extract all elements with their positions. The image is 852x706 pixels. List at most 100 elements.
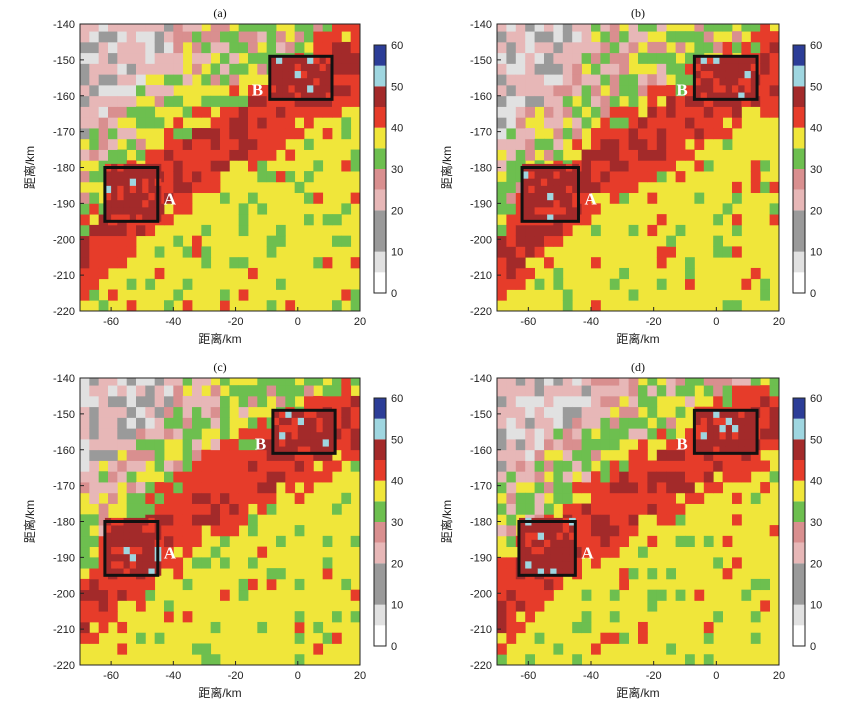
reflectivity-cell <box>182 535 193 548</box>
reflectivity-cell <box>769 378 779 386</box>
reflectivity-cell <box>534 406 545 418</box>
reflectivity-cell <box>553 84 564 97</box>
reflectivity-cell <box>272 431 280 440</box>
x-tick-label: -20 <box>646 316 662 328</box>
reflectivity-cell <box>534 235 545 247</box>
reflectivity-cell <box>117 84 128 97</box>
reflectivity-cell <box>304 171 314 183</box>
reflectivity-cell <box>313 643 324 655</box>
reflectivity-cell <box>656 214 667 226</box>
reflectivity-cell <box>506 24 517 32</box>
reflectivity-cell <box>350 31 360 43</box>
reflectivity-cell <box>220 300 230 311</box>
reflectivity-cell <box>164 406 174 418</box>
reflectivity-cell <box>738 438 745 447</box>
reflectivity-cell <box>544 532 551 540</box>
reflectivity-cell <box>257 106 268 118</box>
reflectivity-cell <box>319 84 327 93</box>
reflectivity-cell <box>713 63 720 72</box>
reflectivity-cell <box>550 532 557 540</box>
reflectivity-cell <box>544 503 554 515</box>
reflectivity-cell <box>666 84 676 97</box>
reflectivity-cell <box>192 149 202 161</box>
reflectivity-cell <box>609 95 620 107</box>
reflectivity-cell <box>276 171 286 183</box>
reflectivity-cell <box>117 428 128 440</box>
reflectivity-cell <box>316 410 324 418</box>
reflectivity-cell <box>750 84 758 93</box>
reflectivity-cell <box>700 84 708 93</box>
reflectivity-cell <box>276 117 286 129</box>
reflectivity-cell <box>89 492 100 504</box>
reflectivity-cell <box>553 106 564 118</box>
reflectivity-cell <box>117 106 128 118</box>
reflectivity-cell <box>700 417 708 426</box>
reflectivity-cell <box>700 446 708 454</box>
reflectivity-cell <box>675 117 686 129</box>
reflectivity-cell <box>744 438 752 447</box>
reflectivity-cell <box>760 160 770 172</box>
reflectivity-cell <box>136 578 146 591</box>
reflectivity-cell <box>719 410 727 418</box>
reflectivity-cell <box>666 235 676 247</box>
reflectivity-cell <box>126 128 137 140</box>
reflectivity-cell <box>666 417 676 429</box>
reflectivity-cell <box>647 117 658 129</box>
y-tick-label: -210 <box>53 624 75 636</box>
reflectivity-cell <box>238 41 249 54</box>
reflectivity-cell <box>537 525 545 533</box>
reflectivity-cell <box>713 557 723 569</box>
reflectivity-cell <box>572 214 579 222</box>
reflectivity-cell <box>559 199 567 208</box>
reflectivity-cell <box>506 568 517 580</box>
reflectivity-cell <box>257 492 268 504</box>
reflectivity-cell <box>123 532 131 540</box>
reflectivity-cell <box>525 84 535 97</box>
reflectivity-cell <box>269 92 277 100</box>
reflectivity-cell <box>117 149 128 161</box>
reflectivity-cell <box>544 63 554 75</box>
colorbar-swatch <box>374 398 386 419</box>
reflectivity-cell <box>80 385 90 397</box>
reflectivity-cell <box>732 224 742 237</box>
reflectivity-cell <box>145 31 156 43</box>
y-tick-label: -140 <box>53 373 75 385</box>
reflectivity-cell <box>703 24 714 32</box>
reflectivity-cell <box>506 106 517 118</box>
reflectivity-cell <box>675 535 686 548</box>
reflectivity-cell <box>619 428 629 440</box>
reflectivity-cell <box>332 106 342 118</box>
y-tick-label: -160 <box>470 445 492 457</box>
reflectivity-cell <box>506 492 517 504</box>
reflectivity-cell <box>694 106 705 118</box>
reflectivity-cell <box>313 77 320 86</box>
reflectivity-cell <box>192 171 202 183</box>
reflectivity-cell <box>562 406 573 418</box>
reflectivity-cell <box>675 149 686 161</box>
reflectivity-cell <box>104 185 112 194</box>
reflectivity-cell <box>531 560 539 569</box>
reflectivity-cell <box>515 492 526 504</box>
reflectivity-cell <box>294 611 305 623</box>
reflectivity-cell <box>609 438 620 451</box>
reflectivity-cell <box>80 589 90 601</box>
reflectivity-cell <box>285 417 292 426</box>
reflectivity-cell <box>497 74 507 86</box>
reflectivity-cell <box>136 460 146 472</box>
reflectivity-cell <box>600 632 611 644</box>
colorbar-swatch <box>374 625 386 646</box>
reflectivity-cell <box>322 214 333 226</box>
reflectivity-cell <box>257 160 268 172</box>
reflectivity-cell <box>559 185 567 194</box>
reflectivity-cell <box>656 460 667 472</box>
reflectivity-cell <box>534 24 545 32</box>
reflectivity-cell <box>515 621 526 634</box>
reflectivity-cell <box>656 514 667 526</box>
reflectivity-cell <box>332 632 342 644</box>
reflectivity-cell <box>609 24 620 32</box>
reflectivity-cell <box>285 424 292 433</box>
reflectivity-cell <box>248 385 258 397</box>
reflectivity-cell <box>341 128 352 140</box>
reflectivity-cell <box>556 532 564 540</box>
